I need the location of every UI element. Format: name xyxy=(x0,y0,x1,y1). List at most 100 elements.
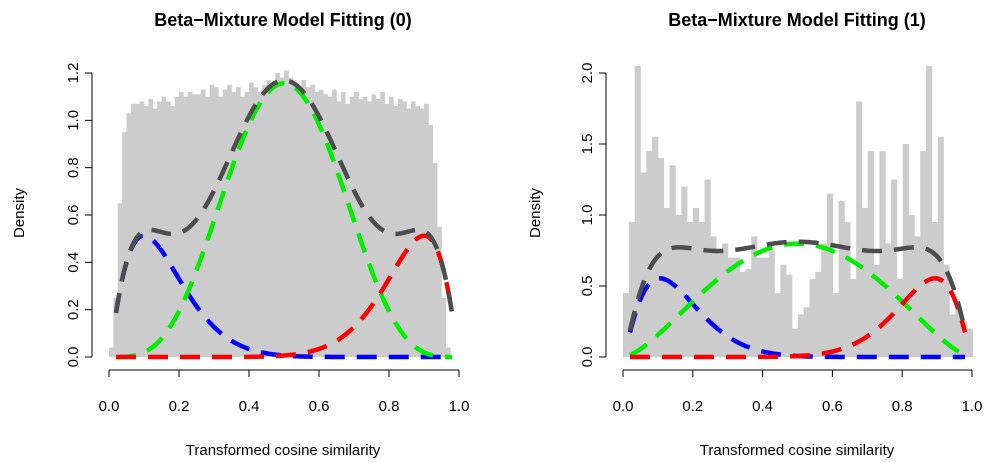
histogram-bar xyxy=(908,215,915,357)
histogram-bar xyxy=(832,293,839,357)
x-tick-label: 0.6 xyxy=(309,398,330,415)
histogram-bar xyxy=(122,132,127,357)
histogram-bar xyxy=(319,89,324,357)
x-tick-label: 0.8 xyxy=(379,398,400,415)
histogram-bar xyxy=(235,87,241,357)
histogram-bar xyxy=(966,328,973,357)
histogram-bar xyxy=(367,101,372,358)
x-tick-label: 1.0 xyxy=(449,398,470,415)
histogram-bar xyxy=(710,236,717,357)
histogram-bar xyxy=(397,99,403,357)
histogram-bar xyxy=(205,96,210,358)
component-density-line xyxy=(115,81,453,360)
histogram-bar xyxy=(109,347,114,357)
histogram-bar xyxy=(803,307,810,357)
y-axis: 0.0 0.2 0.4 0.6 0.8 1.0 1.2 xyxy=(65,63,93,368)
histogram-bar xyxy=(240,96,245,358)
histogram-bar xyxy=(266,80,272,357)
chart-title: Beta−Mixture Model Fitting (0) xyxy=(154,10,412,30)
histogram-bar xyxy=(402,101,407,358)
histogram-bar xyxy=(669,165,676,357)
component-density-line xyxy=(116,233,455,360)
histogram-bar xyxy=(170,106,175,357)
histogram-bar xyxy=(222,89,228,357)
mixture-density-line xyxy=(627,239,968,331)
density-curves xyxy=(113,78,455,360)
histogram-bar xyxy=(349,96,355,358)
histogram-bar xyxy=(943,264,950,357)
histogram-bar xyxy=(716,250,723,357)
x-tick-label: 0.8 xyxy=(892,398,913,415)
y-tick-label: 2.0 xyxy=(579,63,596,84)
histogram-bar xyxy=(310,84,315,357)
histogram-bar xyxy=(126,113,132,357)
y-tick-label: 0.0 xyxy=(65,347,82,368)
histogram-bar xyxy=(902,144,909,357)
x-axis-label: Transformed cosine similarity xyxy=(700,442,895,459)
histogram-bar xyxy=(415,106,420,357)
y-tick-label: 0.8 xyxy=(65,157,82,178)
histogram-bar xyxy=(292,82,298,357)
component-density-line xyxy=(629,241,966,358)
histogram-bar xyxy=(640,172,647,357)
x-tick-label: 0.6 xyxy=(822,398,843,415)
x-tick-label: 0.0 xyxy=(613,398,634,415)
histogram-bar xyxy=(949,314,956,357)
histogram-bar xyxy=(432,162,438,357)
histogram-bar xyxy=(270,82,276,357)
histogram-bar xyxy=(371,94,377,358)
histogram-bar xyxy=(389,96,394,358)
histogram-bar xyxy=(393,106,399,357)
histogram-bar xyxy=(955,307,962,357)
histogram-bar xyxy=(681,186,688,357)
histogram-bar xyxy=(441,297,447,357)
histogram-bar xyxy=(768,250,775,357)
x-tick-label: 0.4 xyxy=(752,398,773,415)
x-tick-label: 0.0 xyxy=(99,398,120,415)
histogram-bar xyxy=(861,207,869,357)
histogram-bar xyxy=(244,91,250,358)
histogram-bar xyxy=(780,264,787,357)
histogram-bar xyxy=(445,347,451,357)
histogram-bar xyxy=(873,264,880,357)
histogram-bar xyxy=(419,108,425,357)
histogram-bar xyxy=(885,243,892,357)
histogram-bar xyxy=(135,103,140,358)
histogram-bar xyxy=(657,158,665,357)
histogram-bar xyxy=(323,94,329,358)
y-tick-label: 0.5 xyxy=(579,276,596,297)
histogram-bar xyxy=(774,293,781,357)
histogram-bar xyxy=(148,99,154,357)
histogram-bar xyxy=(179,91,184,358)
histogram-bar xyxy=(275,73,280,357)
histogram-bar xyxy=(792,328,799,357)
histogram-bar xyxy=(896,278,904,357)
histogram-bar xyxy=(920,151,927,357)
component-density-line xyxy=(113,233,452,360)
chart-panel-0: Beta−Mixture Model Fitting (0) Transform… xyxy=(11,10,469,459)
y-tick-label: 1.0 xyxy=(65,110,82,131)
y-axis: 0.0 0.5 1.0 1.5 2.0 xyxy=(579,63,607,367)
histogram-bar xyxy=(891,179,898,357)
histogram-bar xyxy=(745,268,752,357)
histogram-bar xyxy=(200,89,206,357)
histogram-bar xyxy=(809,278,816,357)
histogram-bar xyxy=(380,91,385,358)
component-density-line xyxy=(629,276,968,360)
histogram-bar xyxy=(214,87,219,357)
histogram-bar xyxy=(354,91,359,358)
histogram-bar xyxy=(634,65,641,358)
histogram-bar xyxy=(165,101,171,358)
histogram-bar xyxy=(961,321,968,357)
y-tick-label: 1.0 xyxy=(579,205,596,226)
x-tick-label: 0.2 xyxy=(682,398,703,415)
histogram-bar xyxy=(161,96,167,358)
histogram-bar xyxy=(144,106,149,357)
mixture-density-line xyxy=(113,78,455,314)
histogram-bars xyxy=(623,65,973,358)
x-axis: 0.0 0.2 0.4 0.6 0.8 1.0 xyxy=(99,369,470,415)
x-tick-label: 0.4 xyxy=(239,398,260,415)
y-tick-label: 0.6 xyxy=(65,205,82,226)
histogram-bar xyxy=(113,297,119,357)
